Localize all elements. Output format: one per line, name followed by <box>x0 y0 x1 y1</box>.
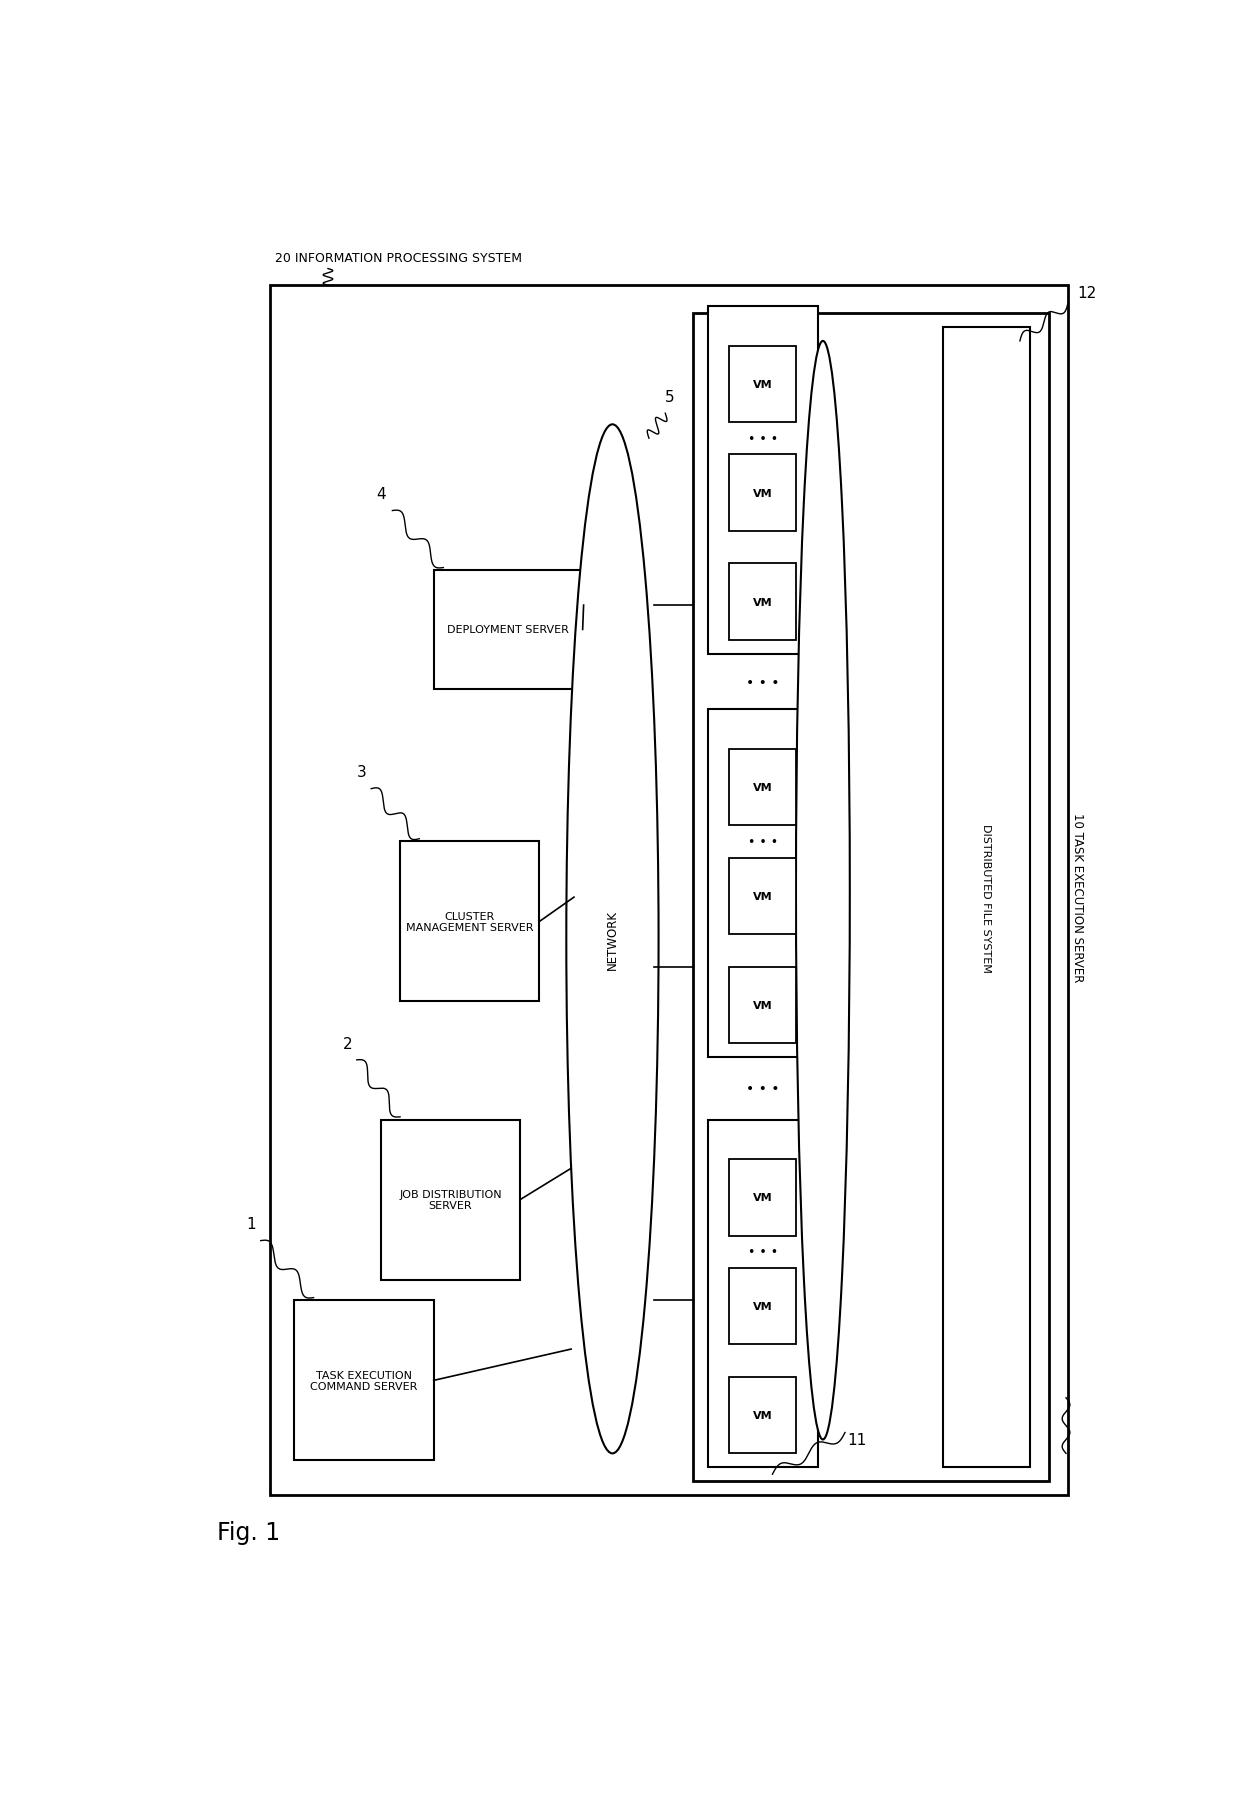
Text: DEPLOYMENT SERVER: DEPLOYMENT SERVER <box>448 625 569 635</box>
FancyBboxPatch shape <box>434 570 583 690</box>
Text: 5: 5 <box>666 390 675 404</box>
Text: NETWORK: NETWORK <box>606 910 619 969</box>
Text: • • •: • • • <box>746 1081 780 1096</box>
Text: Fig. 1: Fig. 1 <box>217 1520 280 1543</box>
FancyBboxPatch shape <box>942 329 1029 1467</box>
Text: VM: VM <box>753 783 773 792</box>
Text: JOB DISTRIBUTION
SERVER: JOB DISTRIBUTION SERVER <box>399 1189 502 1211</box>
Text: TASK EXECUTION
COMMAND SERVER: TASK EXECUTION COMMAND SERVER <box>310 1370 418 1392</box>
FancyBboxPatch shape <box>381 1119 521 1280</box>
FancyBboxPatch shape <box>729 563 796 641</box>
Text: • • •: • • • <box>748 836 777 848</box>
FancyBboxPatch shape <box>729 857 796 935</box>
Text: 10 TASK EXECUTION SERVER: 10 TASK EXECUTION SERVER <box>1071 812 1084 982</box>
FancyBboxPatch shape <box>729 967 796 1043</box>
Text: VM: VM <box>753 1000 773 1011</box>
FancyBboxPatch shape <box>270 285 1068 1495</box>
Text: • • •: • • • <box>746 675 780 690</box>
FancyBboxPatch shape <box>708 1119 818 1467</box>
Ellipse shape <box>796 341 849 1440</box>
FancyBboxPatch shape <box>708 307 818 655</box>
Text: 2: 2 <box>342 1036 352 1051</box>
Text: 11: 11 <box>847 1431 867 1448</box>
FancyBboxPatch shape <box>729 347 796 422</box>
Text: VM: VM <box>753 1410 773 1421</box>
Text: VM: VM <box>753 1301 773 1312</box>
FancyBboxPatch shape <box>401 841 539 1002</box>
Text: • • •: • • • <box>748 1245 777 1258</box>
Ellipse shape <box>567 424 658 1453</box>
Text: • • •: • • • <box>748 433 777 446</box>
Text: VM: VM <box>753 597 773 606</box>
Text: DISTRIBUTED FILE SYSTEM: DISTRIBUTED FILE SYSTEM <box>981 823 991 973</box>
FancyBboxPatch shape <box>729 1377 796 1453</box>
Text: VM: VM <box>753 379 773 390</box>
FancyBboxPatch shape <box>693 314 1049 1482</box>
Text: 1: 1 <box>247 1217 255 1231</box>
Text: VM: VM <box>753 892 773 901</box>
FancyBboxPatch shape <box>729 749 796 827</box>
Text: 12: 12 <box>1078 285 1097 301</box>
Text: 4: 4 <box>376 487 386 502</box>
Text: VM: VM <box>753 1193 773 1202</box>
Text: CLUSTER
MANAGEMENT SERVER: CLUSTER MANAGEMENT SERVER <box>405 912 533 933</box>
Text: VM: VM <box>753 489 773 498</box>
FancyBboxPatch shape <box>729 455 796 532</box>
FancyBboxPatch shape <box>729 1159 796 1236</box>
Text: 3: 3 <box>357 765 367 780</box>
Text: 20 INFORMATION PROCESSING SYSTEM: 20 INFORMATION PROCESSING SYSTEM <box>275 253 522 265</box>
FancyBboxPatch shape <box>729 1269 796 1345</box>
FancyBboxPatch shape <box>708 709 818 1058</box>
FancyBboxPatch shape <box>294 1301 434 1460</box>
